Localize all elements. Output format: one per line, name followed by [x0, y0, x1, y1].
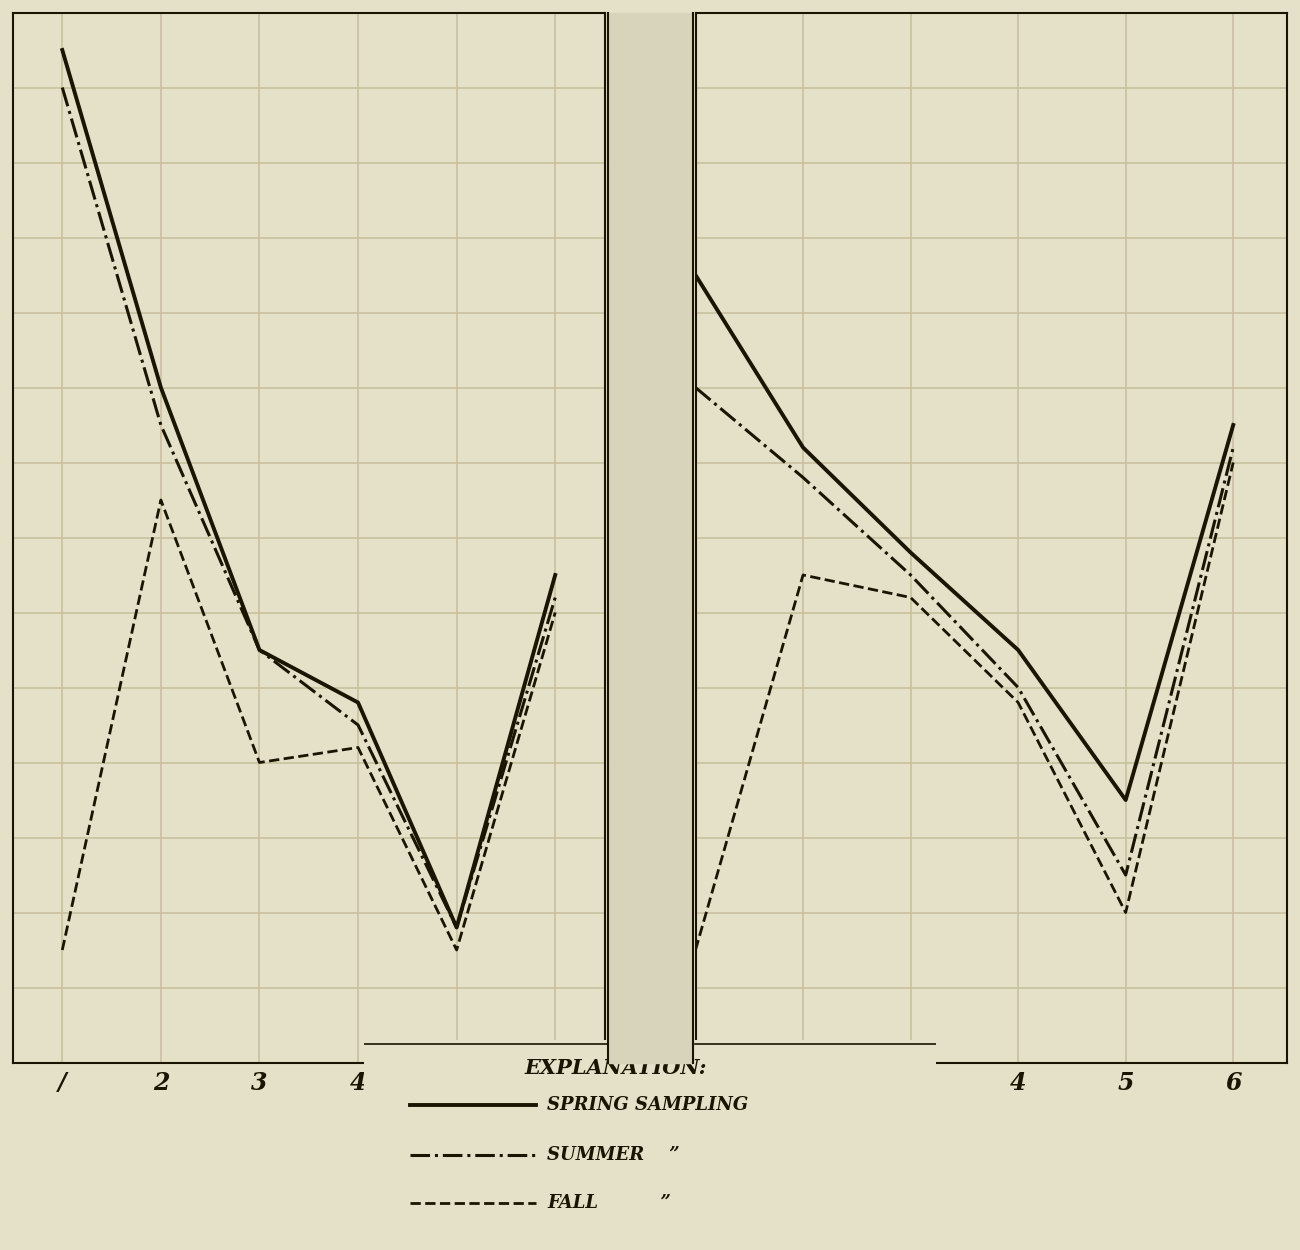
Text: FALL          ”: FALL ” [547, 1194, 671, 1211]
Text: SPRING SAMPLING: SPRING SAMPLING [547, 1096, 749, 1114]
Text: SUMMER    ”: SUMMER ” [547, 1146, 680, 1164]
Text: EXPLANATION:: EXPLANATION: [524, 1059, 707, 1079]
